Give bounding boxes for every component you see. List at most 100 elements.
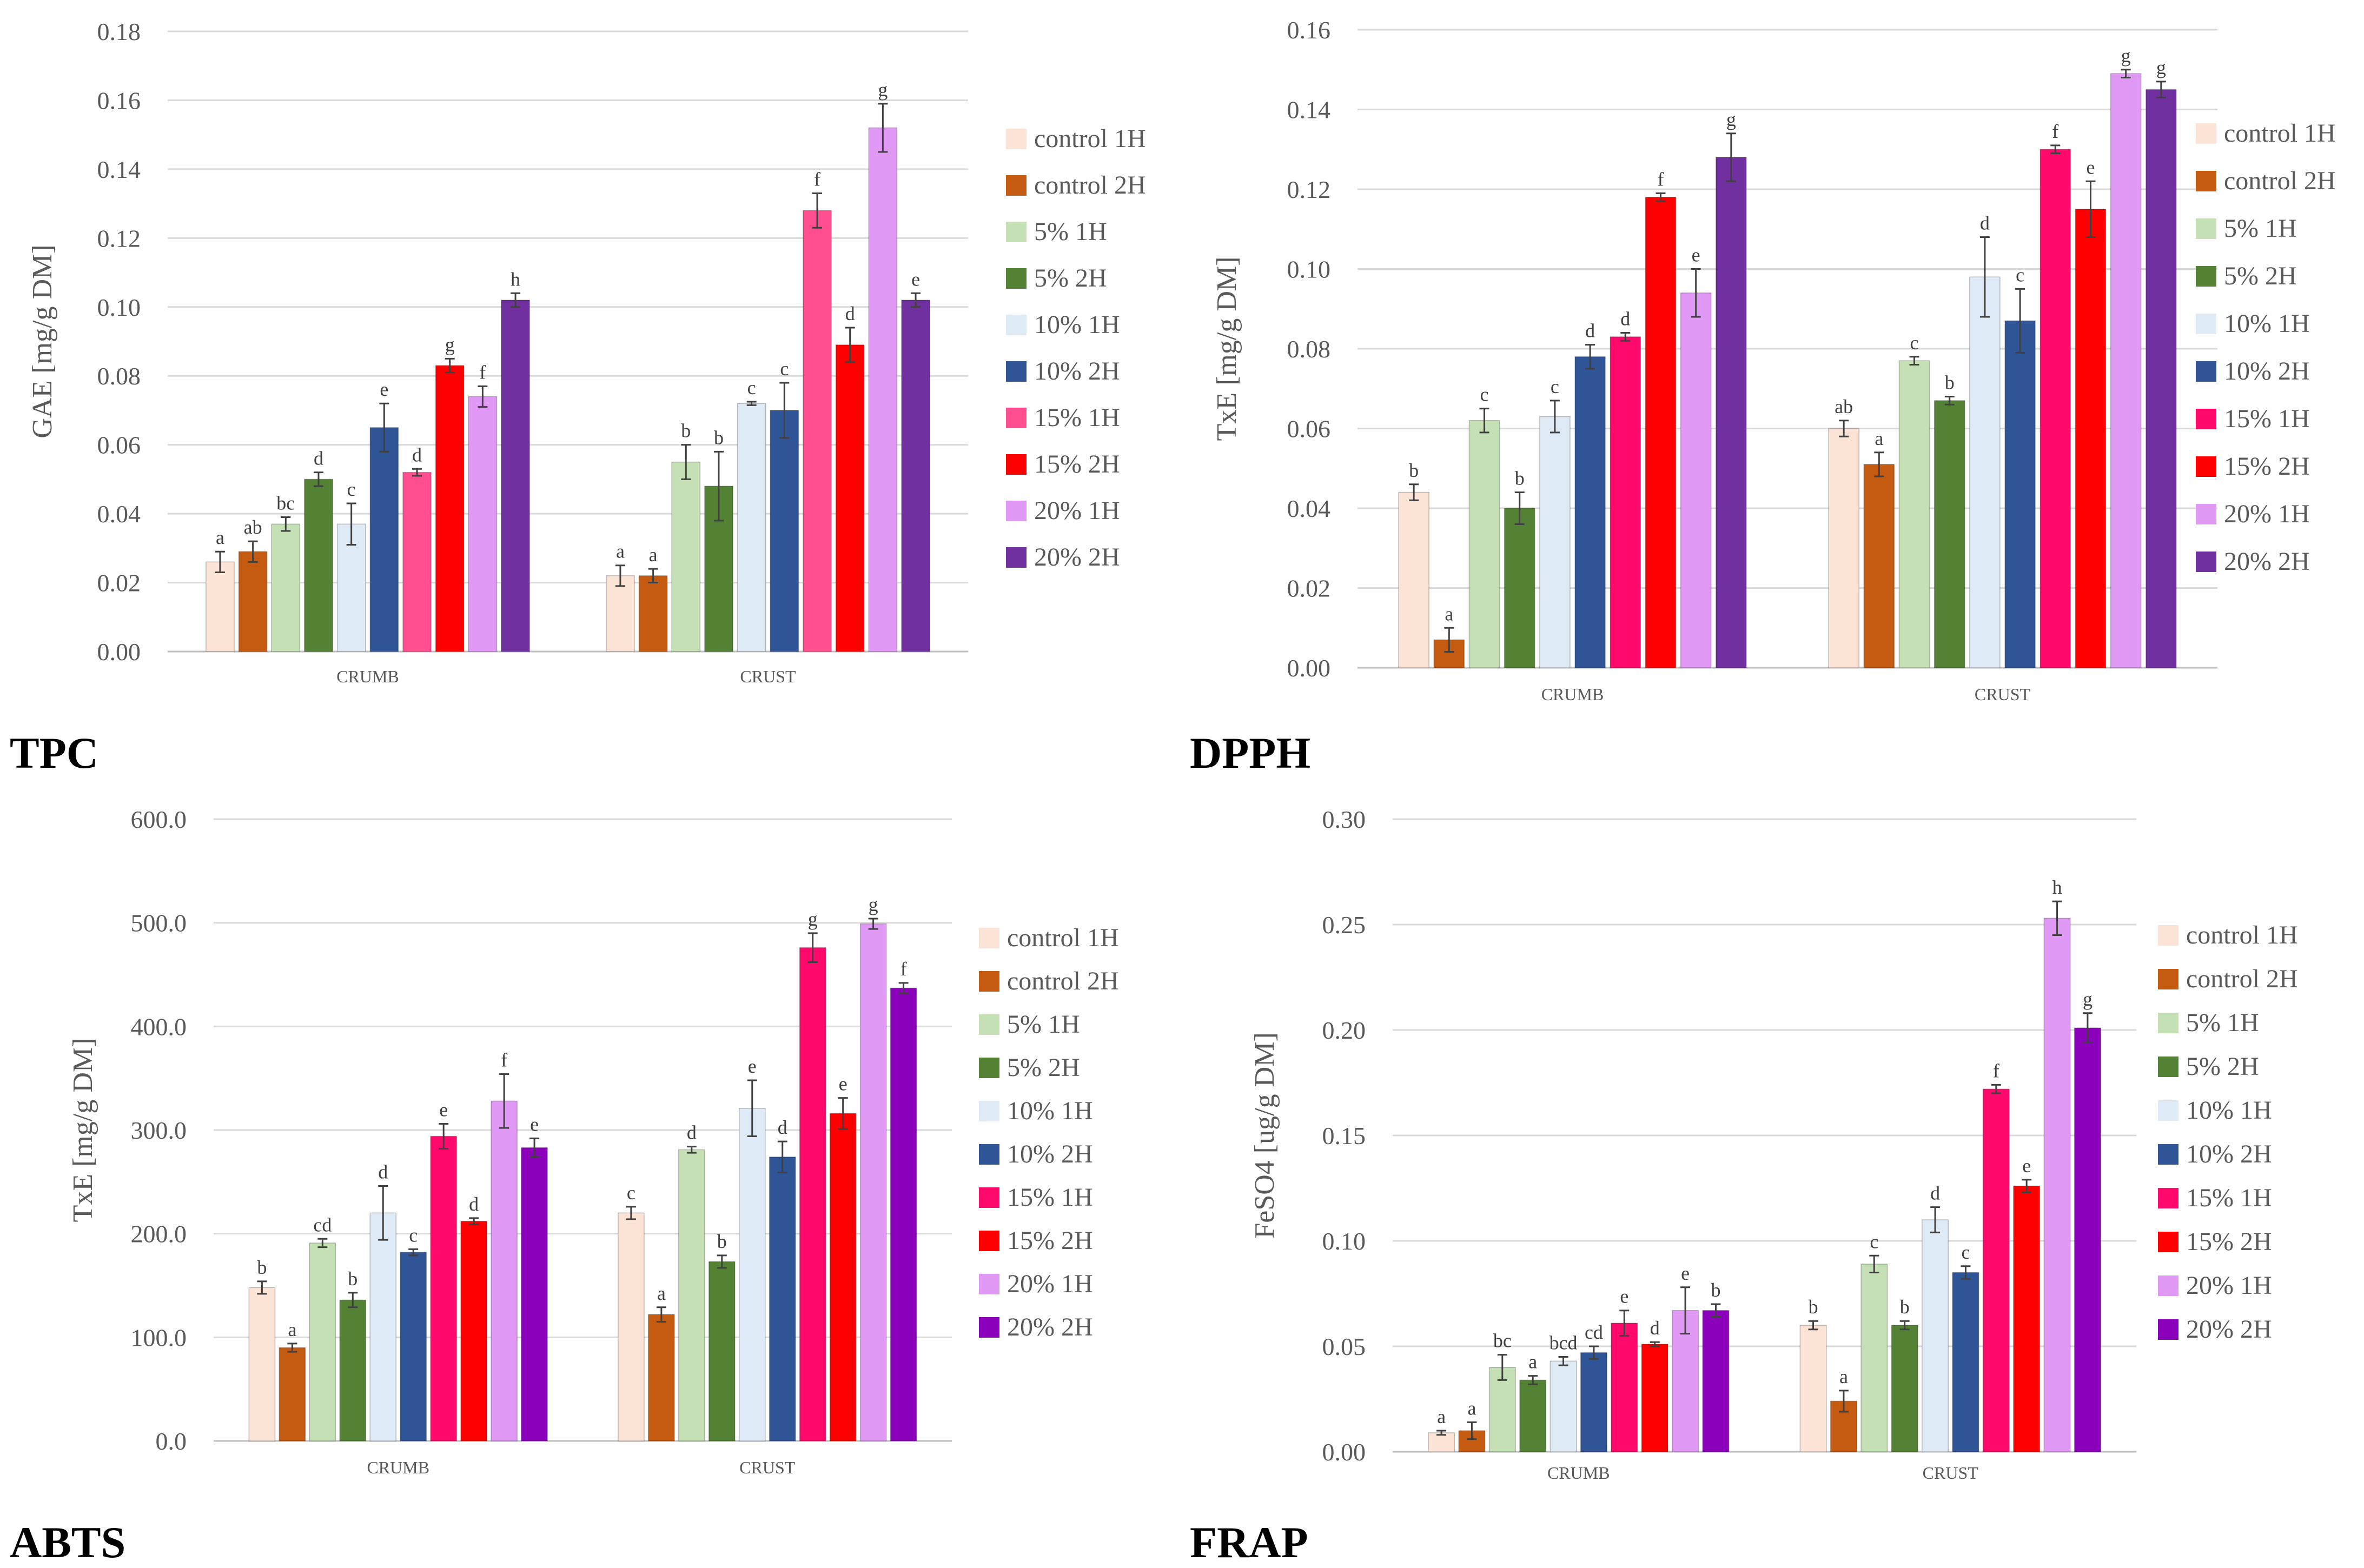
tpc-bar (238, 551, 268, 652)
tpc-legend-swatch (1006, 547, 1027, 568)
frap-bar (1611, 1323, 1638, 1452)
dpph-legend-swatch (2196, 171, 2216, 191)
abts-significance-letter: e (748, 1055, 757, 1077)
frap-legend-label: 5% 2H (2186, 1052, 2259, 1081)
frap-ytick-label: 0.20 (1322, 1016, 1366, 1044)
abts-legend-swatch (979, 928, 999, 948)
frap-bar (1428, 1432, 1455, 1452)
tpc-ytick-label: 0.12 (97, 224, 141, 252)
tpc-significance-letter: e (380, 378, 388, 400)
abts-legend-label: 10% 1H (1007, 1097, 1093, 1125)
dpph-legend-swatch (2196, 314, 2216, 334)
abts-ytick-label: 100.0 (131, 1324, 187, 1351)
frap-significance-letter: c (1961, 1241, 1970, 1263)
frap-significance-letter: e (1681, 1263, 1690, 1284)
dpph-bar (2146, 89, 2177, 668)
dpph-bar (1863, 464, 1895, 668)
frap-legend-label: 10% 1H (2186, 1096, 2272, 1125)
dpph-significance-letter: f (2052, 121, 2058, 142)
tpc-bar (901, 300, 930, 652)
tpc-bar (402, 471, 432, 652)
frap-category-label: CRUMB (1547, 1463, 1610, 1483)
frap-bar (1799, 1325, 1827, 1452)
tpc-legend-swatch (1006, 408, 1027, 428)
frap-significance-letter: e (1620, 1286, 1628, 1307)
dpph-significance-letter: e (2086, 156, 2095, 178)
abts-bar (618, 1212, 645, 1441)
frap-legend-swatch (2158, 1232, 2178, 1252)
abts-significance-letter: d (778, 1117, 787, 1138)
dpph-bar (1645, 197, 1677, 668)
abts-bar (859, 923, 887, 1441)
abts-significance-letter: g (808, 908, 818, 930)
tpc-ytick-label: 0.08 (97, 362, 141, 390)
dpph-bar (1680, 293, 1712, 668)
dpph-ytick-label: 0.12 (1287, 176, 1331, 203)
abts-ytick-label: 500.0 (131, 909, 187, 937)
abts-bar (430, 1135, 458, 1441)
dpph-bar (1969, 276, 2001, 668)
tpc-legend-label: control 1H (1034, 124, 1146, 153)
frap-significance-letter: e (2022, 1155, 2031, 1177)
tpc-legend-swatch (1006, 129, 1027, 149)
frap-significance-letter: a (1437, 1406, 1446, 1427)
tpc-legend-label: 10% 1H (1034, 310, 1120, 339)
frap-significance-letter: a (1528, 1351, 1537, 1373)
frap-significance-letter: d (1930, 1182, 1940, 1204)
dpph-significance-letter: b (1409, 460, 1419, 481)
dpph-legend-swatch (2196, 409, 2216, 429)
tpc-legend-swatch (1006, 268, 1027, 289)
frap-bar (1860, 1264, 1888, 1452)
frap-bar (2013, 1185, 2041, 1452)
abts-legend-label: 20% 2H (1007, 1313, 1093, 1341)
abts-legend-label: 5% 2H (1007, 1053, 1080, 1082)
dpph-ytick-label: 0.02 (1287, 575, 1331, 602)
tpc-figure-label: TPC (10, 728, 98, 778)
tpc-significance-letter: g (878, 79, 888, 101)
frap-bar (1549, 1360, 1577, 1452)
dpph-ytick-label: 0.16 (1287, 16, 1331, 44)
tpc-ytick-label: 0.06 (97, 431, 141, 459)
frap-ytick-label: 0.30 (1322, 806, 1366, 833)
tpc-bar (638, 575, 668, 652)
tpc-ytick-label: 0.04 (97, 500, 141, 528)
tpc-significance-letter: a (616, 541, 625, 562)
tpc-significance-letter: f (479, 361, 486, 383)
abts-legend-swatch (979, 1231, 999, 1251)
tpc-bar (868, 127, 898, 652)
dpph-panel: 0.00 0.02 0.04 0.06 0.08 0.10 0.12 0.14 0.16 TxE … (1211, 16, 2336, 704)
frap-bar (2043, 918, 2071, 1452)
abts-legend-swatch (979, 1014, 999, 1035)
tpc-bar (671, 461, 701, 652)
abts-bar (339, 1299, 367, 1441)
dpph-legend-label: 15% 1H (2224, 404, 2310, 433)
tpc-ytick-label: 0.16 (97, 87, 141, 114)
frap-ytick-label: 0.15 (1322, 1122, 1366, 1150)
tpc-legend-label: 5% 2H (1034, 264, 1107, 293)
frap-significance-letter: c (1870, 1231, 1878, 1252)
tpc-significance-letter: f (814, 168, 820, 190)
tpc-bar (435, 365, 465, 652)
dpph-bar (2075, 209, 2107, 668)
tpc-ytick-label: 0.02 (97, 569, 141, 597)
dpph-bar (1539, 416, 1571, 668)
dpph-bar (1574, 356, 1606, 668)
abts-category-label: CRUMB (367, 1458, 429, 1477)
tpc-legend-label: 10% 2H (1034, 357, 1120, 386)
tpc-significance-letter: ab (244, 516, 262, 538)
dpph-significance-letter: g (2156, 57, 2166, 78)
abts-legend-label: 15% 1H (1007, 1183, 1093, 1212)
frap-significance-letter: h (2052, 876, 2062, 898)
tpc-bar (271, 523, 301, 652)
abts-ytick-label: 0.0 (156, 1427, 187, 1455)
abts-figure-label: ABTS (10, 1518, 125, 1567)
abts-significance-letter: f (900, 958, 907, 980)
abts-bar (829, 1113, 857, 1441)
tpc-significance-letter: a (216, 527, 224, 548)
tpc-ytick-label: 0.14 (97, 156, 141, 183)
abts-bar (799, 947, 826, 1441)
tpc-ytick-label: 0.00 (97, 638, 141, 666)
tpc-legend-swatch (1006, 175, 1027, 196)
dpph-ytick-label: 0.08 (1287, 335, 1331, 363)
dpph-bar (2039, 149, 2071, 668)
